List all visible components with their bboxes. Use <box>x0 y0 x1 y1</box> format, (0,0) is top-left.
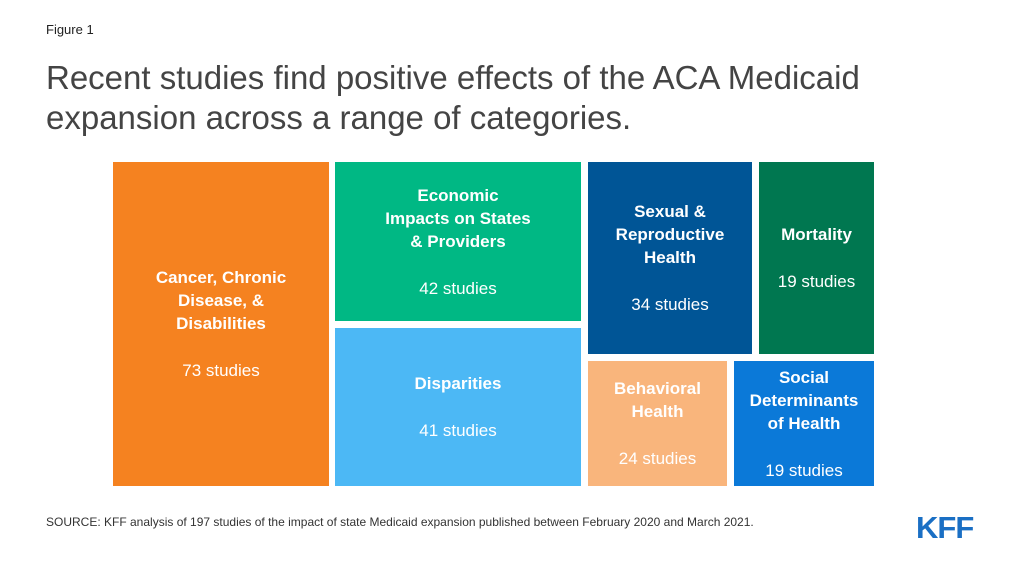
tile-count-label: 19 studies <box>765 460 843 480</box>
tile-category-label: Disparities <box>414 374 502 393</box>
tile-count-label: 42 studies <box>419 278 497 298</box>
tile-count-label: 34 studies <box>631 295 709 314</box>
tile-count-label: 24 studies <box>618 449 697 468</box>
tile-category-label: Cancer, Chronic Disease, & Disabilities <box>155 268 287 333</box>
treemap-tile: Economic Impacts on States & Providers 42… <box>335 162 581 321</box>
source-note: SOURCE: KFF analysis of 197 studies of t… <box>46 515 754 529</box>
tile-count-label: 73 studies <box>182 361 260 380</box>
tile-category-label: Mortality <box>781 225 852 244</box>
tile-category-label: Sexual & Reproductive Health <box>615 202 725 267</box>
treemap-tile: Sexual & Reproductive Health 34 studies <box>588 162 752 354</box>
tile-category-label: Social Determinants of Health <box>749 367 859 433</box>
tile-count-label: 41 studies <box>419 421 497 440</box>
tile-category-label: Behavioral Health <box>614 379 701 421</box>
tile-category-label: Economic Impacts on States & Providers <box>385 185 531 251</box>
treemap-tile: Cancer, Chronic Disease, & Disabilities 7… <box>113 162 329 486</box>
chart-title: Recent studies find positive effects of … <box>46 59 860 136</box>
treemap-tile: Mortality 19 studies <box>759 162 874 354</box>
figure-label: Figure 1 <box>46 22 94 37</box>
treemap-tile: Social Determinants of Health 19 studies <box>734 361 874 486</box>
treemap-tile: Behavioral Health 24 studies <box>588 361 727 486</box>
tile-count-label: 19 studies <box>777 272 856 291</box>
treemap-tile: Disparities 41 studies <box>335 328 581 486</box>
kff-logo: KFF <box>916 510 974 545</box>
